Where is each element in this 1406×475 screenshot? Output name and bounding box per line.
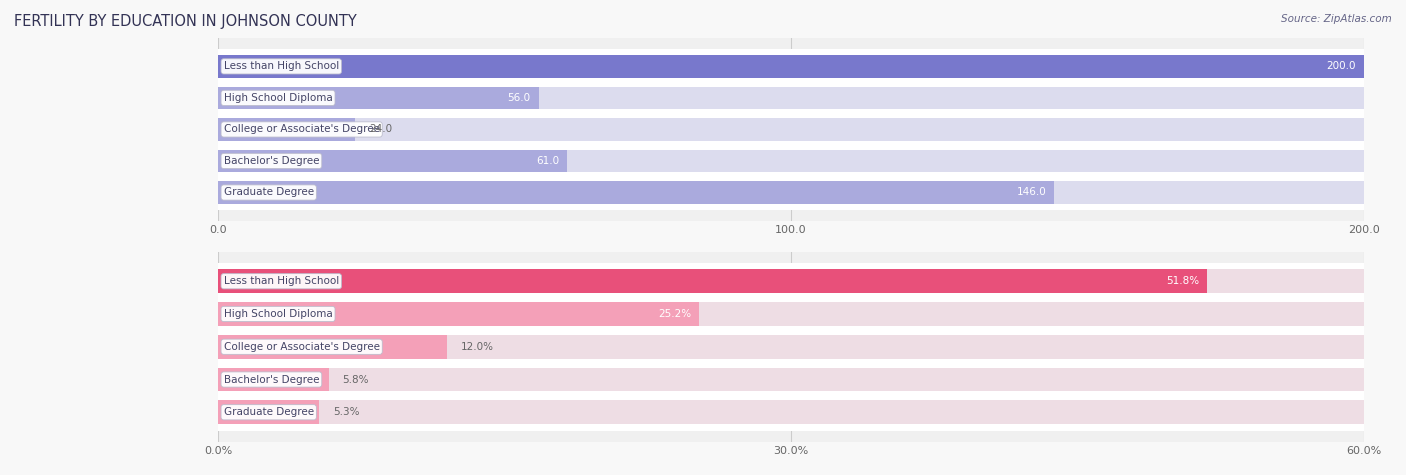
Text: Less than High School: Less than High School <box>224 276 339 286</box>
Text: Less than High School: Less than High School <box>224 61 339 71</box>
Bar <box>218 49 1364 84</box>
Bar <box>218 302 699 326</box>
Text: 5.8%: 5.8% <box>343 374 368 384</box>
Bar <box>218 80 1364 115</box>
Text: Graduate Degree: Graduate Degree <box>224 188 314 198</box>
Text: 200.0: 200.0 <box>1326 61 1355 71</box>
Bar <box>218 361 1364 398</box>
Text: College or Associate's Degree: College or Associate's Degree <box>224 342 380 352</box>
Text: 61.0: 61.0 <box>536 156 560 166</box>
Bar <box>218 55 1364 78</box>
Bar <box>218 400 1364 424</box>
Bar <box>218 175 1364 210</box>
Bar <box>218 335 447 359</box>
Text: 5.3%: 5.3% <box>333 407 360 417</box>
Bar <box>218 394 1364 430</box>
Bar <box>218 118 1364 141</box>
Bar <box>218 86 1364 109</box>
Text: 12.0%: 12.0% <box>461 342 494 352</box>
Text: Graduate Degree: Graduate Degree <box>224 407 314 417</box>
Bar <box>218 143 1364 179</box>
Bar <box>218 329 1364 365</box>
Bar <box>218 335 1364 359</box>
Bar <box>218 55 1364 78</box>
Text: 146.0: 146.0 <box>1017 188 1046 198</box>
Text: High School Diploma: High School Diploma <box>224 309 332 319</box>
Text: College or Associate's Degree: College or Associate's Degree <box>224 124 380 134</box>
Bar <box>218 269 1208 293</box>
Text: 25.2%: 25.2% <box>658 309 692 319</box>
Bar <box>218 368 1364 391</box>
Bar <box>218 150 568 172</box>
Bar <box>218 86 538 109</box>
Text: 24.0: 24.0 <box>370 124 392 134</box>
Bar <box>218 181 1054 204</box>
Bar <box>218 263 1364 300</box>
Bar <box>218 181 1364 204</box>
Text: 56.0: 56.0 <box>508 93 530 103</box>
Bar <box>218 296 1364 332</box>
Bar <box>218 112 1364 147</box>
Bar <box>218 118 356 141</box>
Bar <box>218 368 329 391</box>
Bar <box>218 400 319 424</box>
Bar <box>218 269 1364 293</box>
Text: Bachelor's Degree: Bachelor's Degree <box>224 156 319 166</box>
Text: Source: ZipAtlas.com: Source: ZipAtlas.com <box>1281 14 1392 24</box>
Text: Bachelor's Degree: Bachelor's Degree <box>224 374 319 384</box>
Text: High School Diploma: High School Diploma <box>224 93 332 103</box>
Bar <box>218 302 1364 326</box>
Text: FERTILITY BY EDUCATION IN JOHNSON COUNTY: FERTILITY BY EDUCATION IN JOHNSON COUNTY <box>14 14 357 29</box>
Bar <box>218 150 1364 172</box>
Text: 51.8%: 51.8% <box>1166 276 1199 286</box>
